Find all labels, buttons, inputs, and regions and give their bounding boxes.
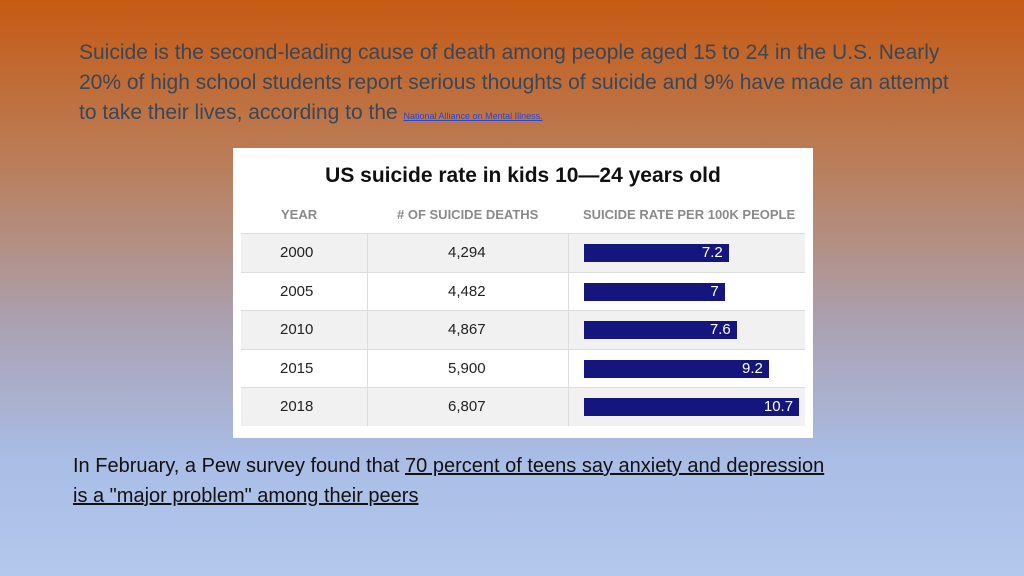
rate-label: 9.2 [742, 359, 763, 377]
footer-paragraph: In February, a Pew survey found that 70 … [73, 451, 843, 511]
year-cell: 2000 [280, 244, 314, 261]
source-link[interactable]: National Alliance on Mental Illness. [403, 111, 543, 121]
year-cell: 2010 [280, 321, 314, 338]
deaths-cell: 5,900 [448, 359, 486, 377]
deaths-cell: 4,482 [448, 282, 486, 300]
table-title: US suicide rate in kids 10—24 years old [325, 164, 721, 187]
footer-link[interactable]: 70 percent of teens say anxiety and depr… [73, 455, 825, 507]
column-separator [367, 272, 368, 311]
deaths-cell: 4,294 [448, 244, 486, 261]
column-header: # OF SUICIDE DEATHS [397, 207, 539, 222]
year-cell: 2018 [280, 398, 314, 415]
column-header: SUICIDE RATE PER 100K PEOPLE [583, 207, 796, 222]
rate-bar [584, 359, 769, 378]
column-separator [367, 234, 368, 272]
rate-bar [584, 244, 729, 262]
deaths-cell: 6,807 [448, 398, 486, 415]
year-cell: 2015 [280, 359, 314, 377]
table-row: 2000 4,294 7.2 [241, 233, 805, 272]
column-separator [367, 311, 368, 349]
column-separator [568, 234, 569, 272]
table-row: 2005 4,482 7 [241, 271, 805, 311]
rate-label: 10.7 [763, 398, 794, 415]
table-card: US suicide rate in kids 10—24 years old … [233, 148, 813, 438]
rate-bar [584, 321, 737, 339]
table-row: 2015 5,900 9.2 [241, 348, 805, 388]
column-separator [568, 349, 569, 388]
column-separator [568, 311, 569, 349]
footer-text: In February, a Pew survey found that [73, 455, 400, 477]
column-separator [367, 388, 368, 426]
column-header: YEAR [281, 207, 318, 222]
year-cell: 2005 [280, 282, 314, 300]
rate-label: 7.2 [701, 244, 723, 261]
deaths-cell: 4,867 [448, 321, 486, 338]
intro-text: Suicide is the second-leading cause of d… [79, 41, 949, 124]
rate-bar [584, 282, 725, 301]
column-separator [568, 388, 569, 426]
column-separator [568, 272, 569, 311]
rate-bar [584, 398, 800, 416]
table-row: 2018 6,807 10.7 [241, 387, 805, 426]
intro-paragraph: Suicide is the second-leading cause of d… [79, 38, 964, 131]
table-row: 2010 4,867 7.6 [241, 310, 805, 349]
rate-label: 7.6 [709, 321, 731, 338]
column-separator [367, 349, 368, 388]
rate-label: 7 [710, 282, 719, 300]
